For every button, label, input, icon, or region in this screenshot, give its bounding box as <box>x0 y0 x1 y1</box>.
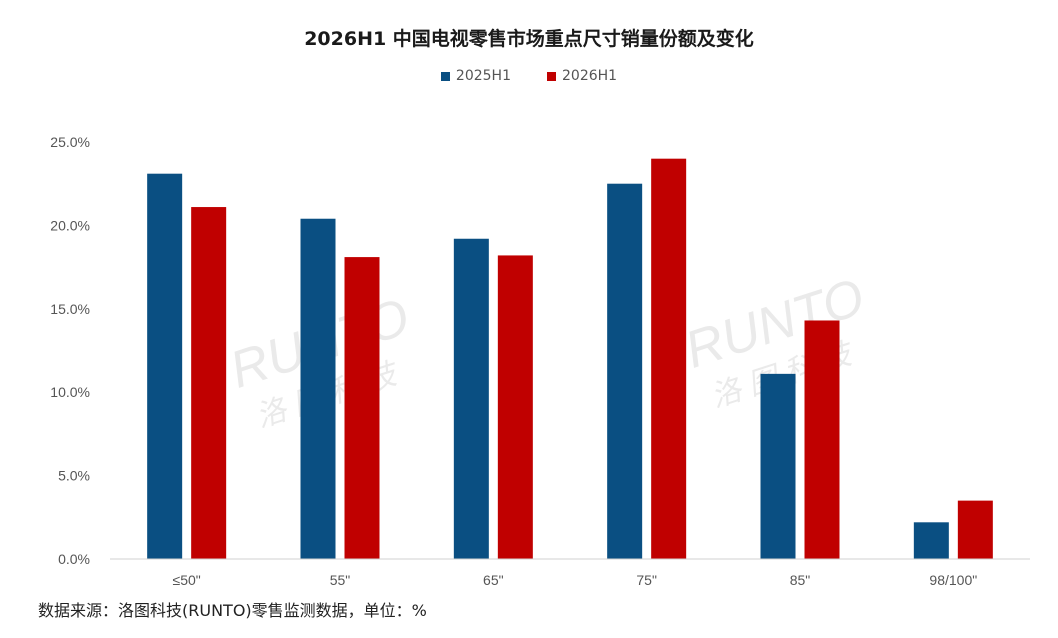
source-note: 数据来源：洛图科技(RUNTO)零售监测数据，单位：% <box>38 601 427 620</box>
y-tick-label: 0.0% <box>58 551 90 567</box>
x-tick-label: 98/100" <box>929 572 977 588</box>
y-tick-label: 20.0% <box>50 217 90 233</box>
y-tick-label: 15.0% <box>50 301 90 317</box>
y-tick-label: 10.0% <box>50 384 90 400</box>
x-tick-label: 75" <box>636 572 657 588</box>
y-tick-label: 25.0% <box>50 134 90 150</box>
legend-label-2026h1: 2026H1 <box>562 68 618 84</box>
legend-swatch-2025h1 <box>440 71 450 81</box>
bar-2026h1-3 <box>651 158 687 559</box>
legend-item-2026h1: 2026H1 <box>547 68 617 84</box>
y-tick-label: 5.0% <box>58 468 90 484</box>
legend: 2025H1 2026H1 <box>0 68 1058 84</box>
x-tick-label: ≤50" <box>173 572 201 588</box>
bar-2025h1-4 <box>760 373 796 559</box>
bar-2026h1-2 <box>497 255 533 559</box>
legend-label-2025h1: 2025H1 <box>455 68 511 84</box>
bar-2025h1-3 <box>607 183 643 559</box>
x-tick-label: 85" <box>790 572 811 588</box>
bar-2026h1-4 <box>804 320 840 559</box>
bar-2026h1-0 <box>191 207 227 559</box>
bars-group <box>147 158 993 559</box>
bar-2025h1-2 <box>453 238 489 559</box>
x-tick-label: 55" <box>330 572 351 588</box>
bar-2025h1-1 <box>300 218 336 559</box>
x-axis: ≤50" 55" 65" 75" 85" 98/100" <box>110 558 1030 588</box>
y-axis: 0.0% 5.0% 10.0% 15.0% 20.0% 25.0% <box>50 134 90 567</box>
bar-2025h1-0 <box>147 173 183 559</box>
legend-item-2025h1: 2025H1 <box>440 68 511 84</box>
bar-2026h1-1 <box>344 257 380 559</box>
chart-title: 2026H1 中国电视零售市场重点尺寸销量份额及变化 <box>304 28 754 50</box>
bar-2025h1-5 <box>913 522 949 559</box>
x-tick-label: 65" <box>483 572 504 588</box>
bar-2026h1-5 <box>957 500 993 559</box>
legend-swatch-2026h1 <box>547 71 556 81</box>
